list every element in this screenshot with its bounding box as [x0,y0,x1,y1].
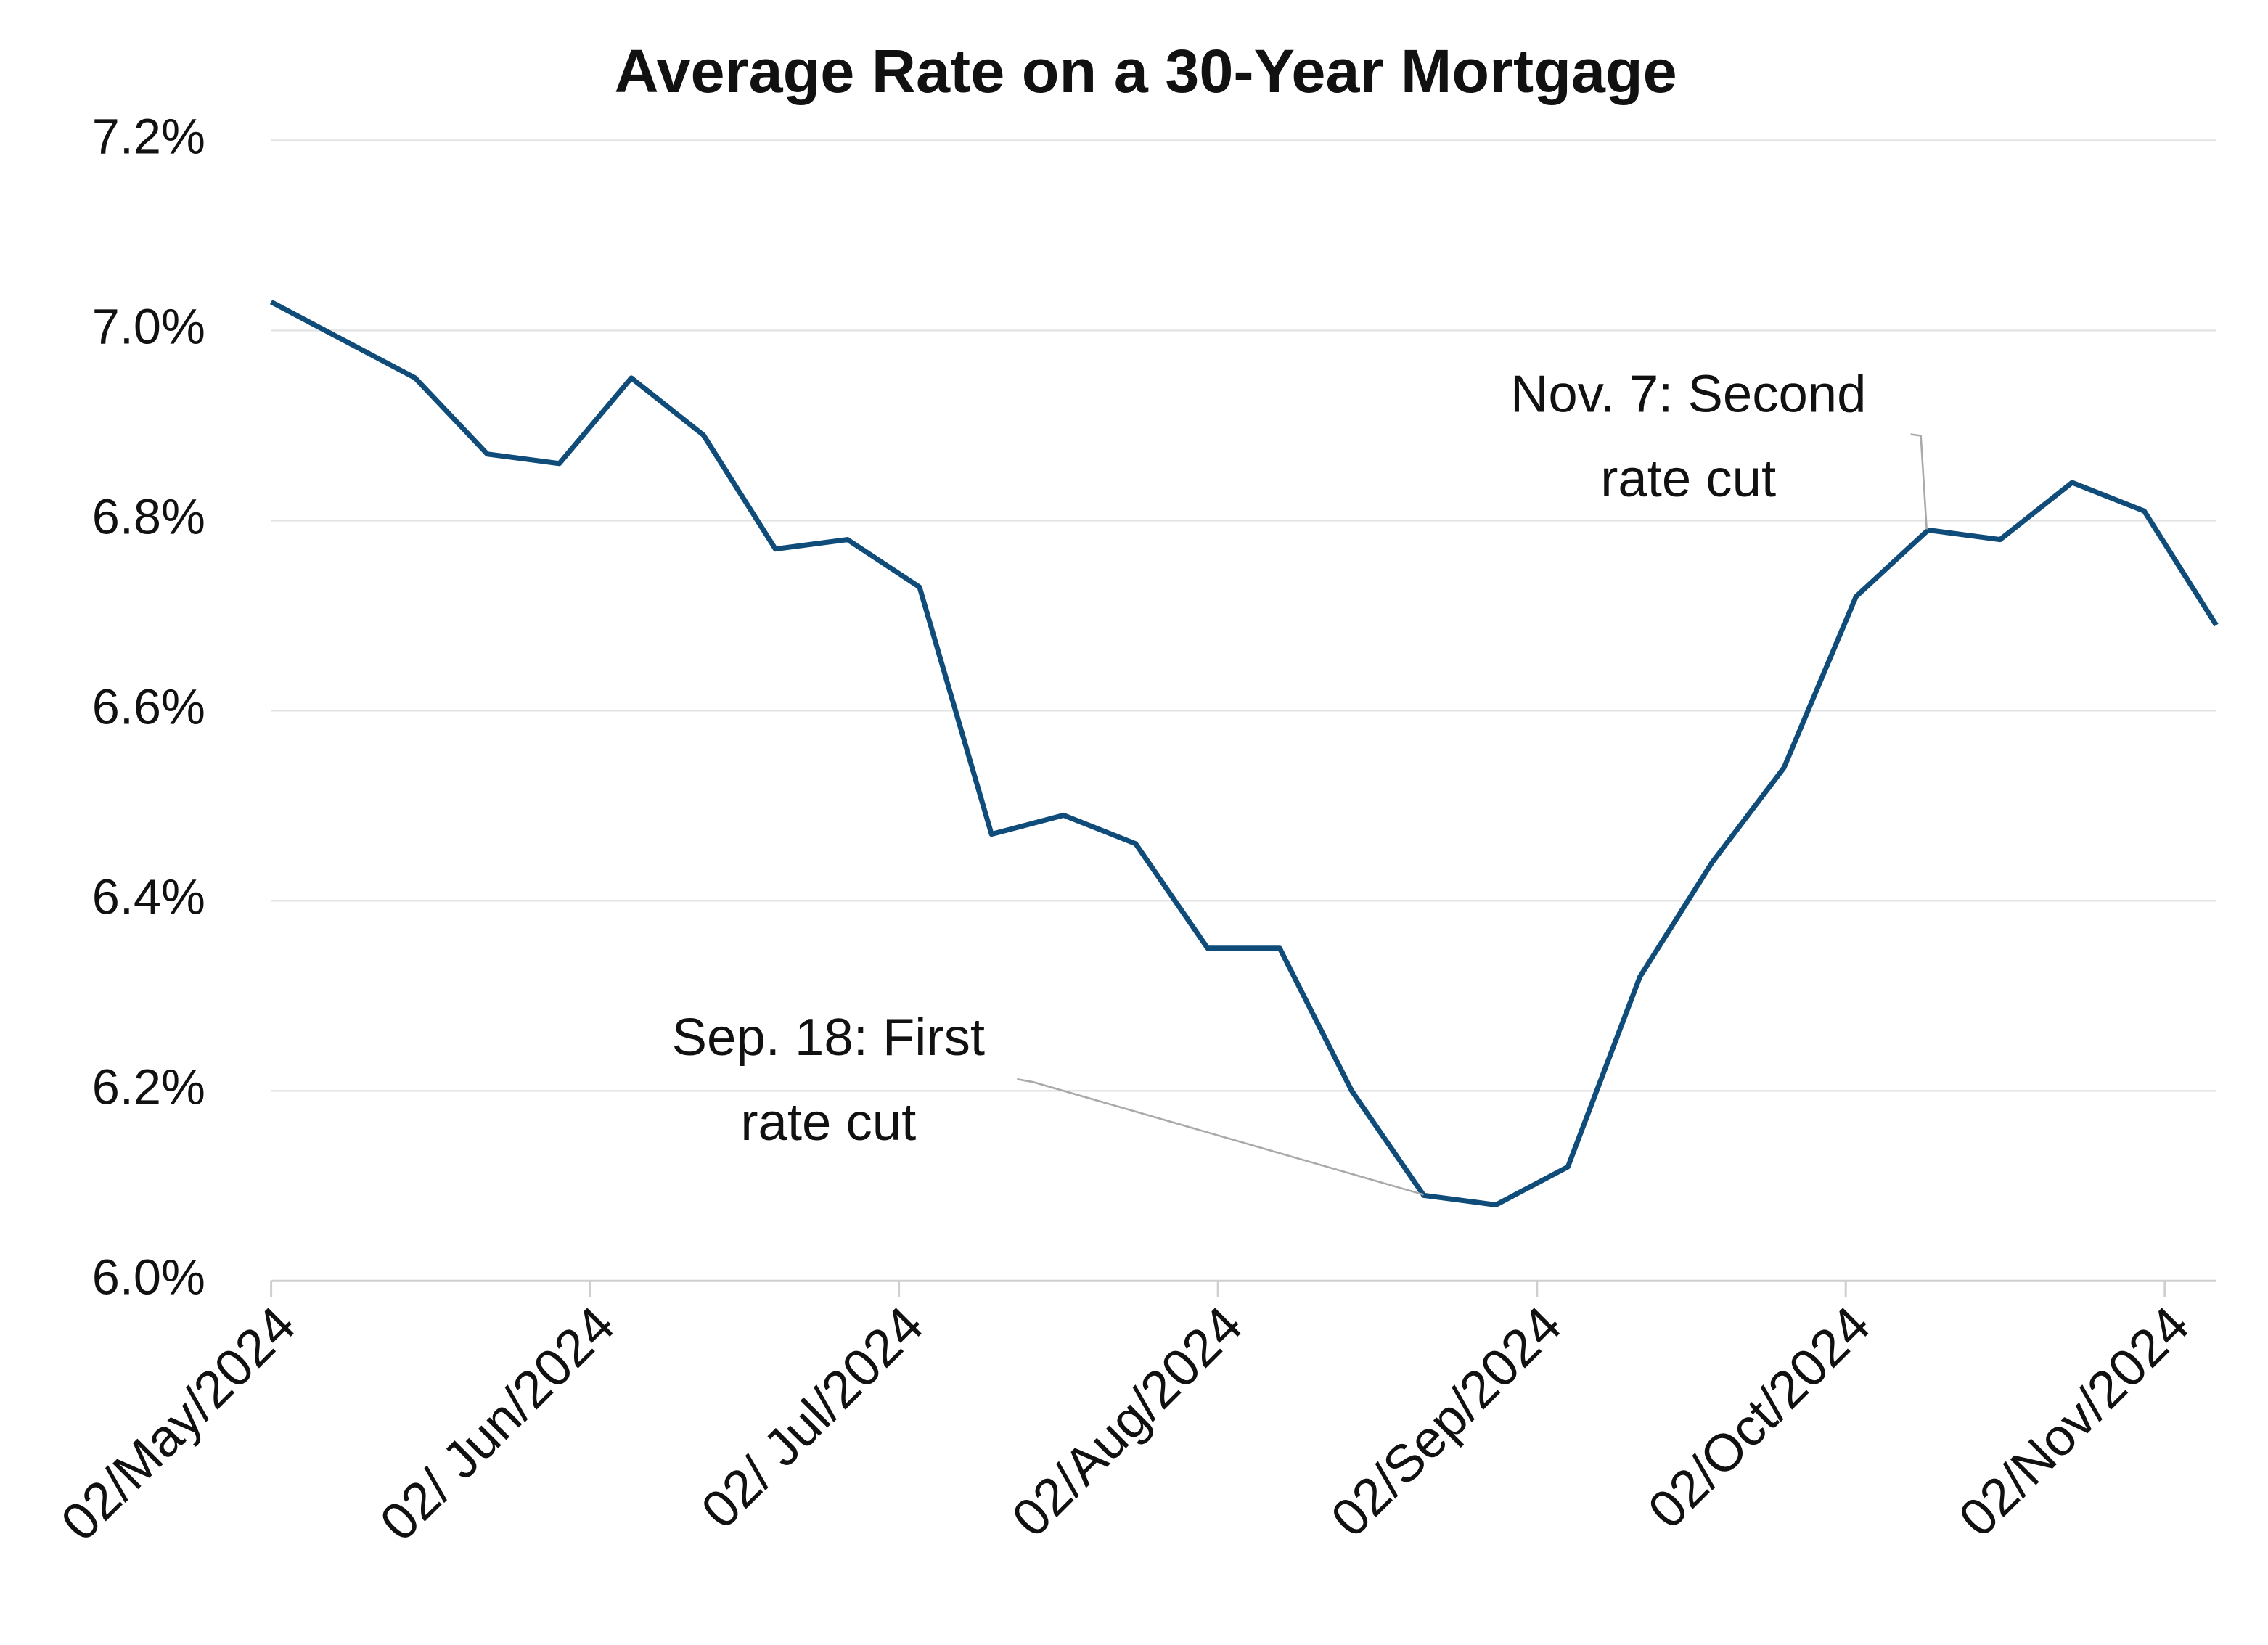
x-tick-label: 02/Nov/2024 [1948,1295,2201,1548]
annotation-text: Nov. 7: Second [1510,364,1867,423]
x-tick-label: 02/Sep/2024 [1320,1295,1573,1548]
annotation-leader [1910,433,1928,530]
y-tick-label: 6.4% [92,869,205,924]
y-tick-label: 6.6% [92,678,205,734]
chart-title: Average Rate on a 30-Year Mortgage [614,36,1677,105]
x-tick-label: 02/Oct/2024 [1637,1295,1882,1540]
x-tick-label: 02/May/2024 [50,1295,307,1552]
annotation-leader [1017,1078,1424,1196]
x-tick-label: 02/ Jun/2024 [369,1295,626,1552]
y-tick-label: 6.2% [92,1059,205,1115]
annotation-text: rate cut [740,1093,916,1152]
x-tick-label: 02/ Jul/2024 [690,1295,935,1540]
y-tick-label: 7.2% [92,109,205,165]
annotation-text: Sep. 18: First [672,1008,985,1067]
y-tick-label: 6.0% [92,1249,205,1305]
series-line [269,300,2219,1207]
x-tick-label: 02/Aug/2024 [1001,1295,1253,1548]
y-tick-label: 6.8% [92,488,205,544]
y-tick-label: 7.0% [92,299,205,355]
annotation-text: rate cut [1600,449,1776,508]
